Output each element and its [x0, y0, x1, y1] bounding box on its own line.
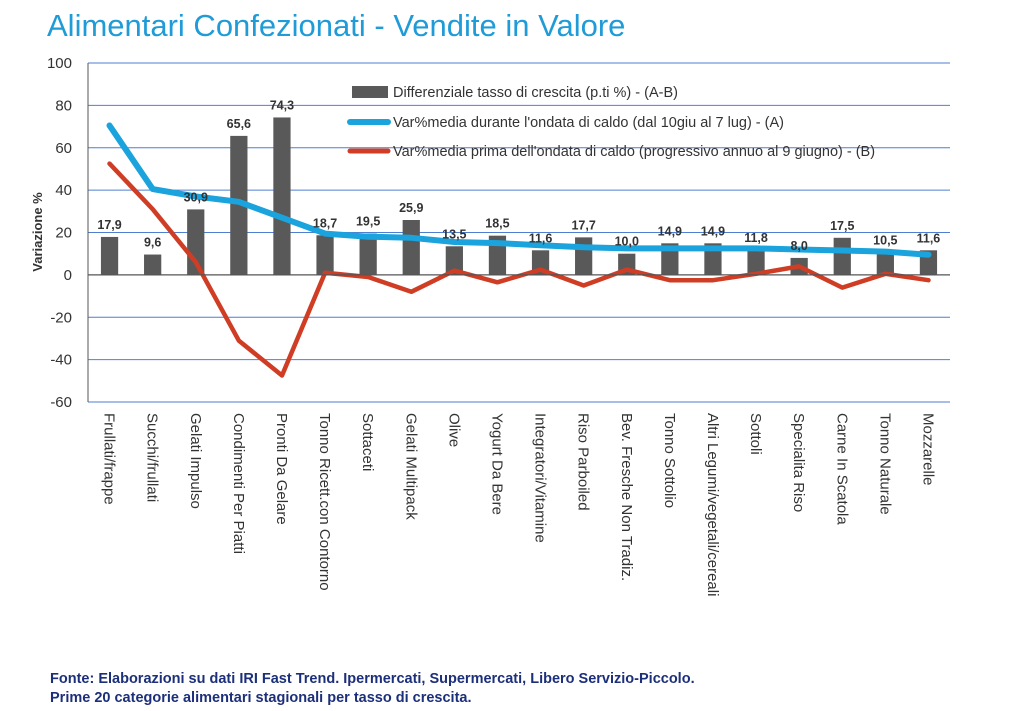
bar-value-label: 18,7 — [313, 216, 337, 230]
x-tick-label: Mozzarelle — [919, 413, 936, 486]
legend-entry-label: Var%media prima dell'ondata di caldo (pr… — [393, 144, 875, 160]
bar — [316, 235, 334, 275]
bar — [575, 237, 593, 275]
y-tick-label: 100 — [47, 55, 72, 72]
bar-value-label: 11,6 — [917, 231, 941, 245]
bar-value-label: 17,7 — [571, 218, 595, 232]
bar — [230, 135, 248, 275]
bar-value-label: 65,6 — [227, 117, 251, 131]
x-tick-label: Tonno Sottolio — [661, 413, 678, 508]
footer-note: Fonte: Elaborazioni su dati IRI Fast Tre… — [50, 670, 695, 708]
x-tick-label: Sottoli — [747, 413, 764, 455]
series-line-before-heatwave — [107, 161, 931, 378]
y-tick-label: 60 — [55, 140, 72, 157]
x-tick-label: Specialita Riso — [790, 413, 807, 512]
y-tick-label: -40 — [50, 352, 72, 369]
x-tick-label: Succhi/frullati — [144, 413, 161, 502]
bar-value-label: 11,8 — [744, 231, 768, 245]
bar-value-label: 74,3 — [270, 98, 294, 112]
bar — [833, 237, 851, 275]
x-tick-label: Integratori/Vitamine — [532, 413, 549, 543]
bar-value-label: 19,5 — [356, 215, 380, 229]
bar-value-label: 10,5 — [873, 234, 897, 248]
legend: Differenziale tasso di crescita (p.ti %)… — [347, 85, 875, 160]
bar-value-label: 9,6 — [144, 236, 161, 250]
footer-line-source: Fonte: Elaborazioni su dati IRI Fast Tre… — [50, 671, 695, 687]
bar-value-label: 17,5 — [830, 219, 854, 233]
bar — [144, 254, 162, 275]
legend-entry-label: Var%media durante l'ondata di caldo (dal… — [393, 115, 784, 131]
bar-value-label: 30,9 — [184, 190, 208, 204]
bar-value-label: 14,9 — [701, 224, 725, 238]
y-tick-label: 80 — [55, 97, 72, 114]
y-tick-label: -20 — [50, 309, 72, 326]
x-tick-label: Tonno Ricett.con Contorno — [316, 413, 333, 591]
y-tick-label: -60 — [50, 394, 72, 411]
x-tick-label: Tonno Naturale — [876, 413, 893, 515]
x-tick-label: Gelati Multipack — [402, 413, 419, 520]
bar-value-label: 14,9 — [658, 224, 682, 238]
x-tick-label: Pronti Da Gelare — [273, 413, 290, 525]
bar-value-label: 11,6 — [529, 231, 553, 245]
bar — [402, 219, 420, 275]
bar — [876, 252, 894, 275]
x-tick-label: Bev. Fresche Non Tradiz. — [618, 413, 635, 581]
footer-line-description: Prime 20 categorie alimentari stagionali… — [50, 690, 472, 706]
y-tick-label: 0 — [64, 267, 72, 284]
y-tick-label: 40 — [55, 182, 72, 199]
series-line-during-heatwave — [106, 122, 932, 258]
bar — [273, 117, 291, 275]
bar — [359, 233, 377, 275]
y-tick-label: 20 — [55, 225, 72, 242]
x-tick-label: Gelati Impulso — [187, 413, 204, 509]
bar-value-label: 8,0 — [790, 239, 807, 253]
legend-entry-label: Differenziale tasso di crescita (p.ti %)… — [393, 85, 678, 101]
bar-value-label: 13,5 — [442, 227, 466, 241]
x-tick-label: Olive — [445, 413, 462, 447]
x-tick-label: Yogurt Da Bere — [488, 413, 505, 515]
bar — [747, 249, 765, 275]
bar-value-label: 10,0 — [615, 235, 639, 249]
x-tick-label: Altri Legumi/vegetali/cereali — [704, 413, 721, 596]
x-tick-label: Riso Parboiled — [575, 413, 592, 511]
lines — [106, 122, 932, 378]
bar-value-label: 18,5 — [485, 217, 509, 231]
bar — [100, 236, 119, 275]
legend-swatch-bar — [352, 86, 388, 98]
x-tick-label: Condimenti Per Piatti — [230, 413, 247, 554]
bar-value-label: 17,9 — [97, 218, 121, 232]
chart-title: Alimentari Confezionati - Vendite in Val… — [47, 8, 626, 43]
bar-value-label: 25,9 — [399, 201, 423, 215]
axes: 100 80 60 40 20 0 -20 -40 -60 Frullati/frappe Succ… — [47, 55, 950, 596]
gridlines — [88, 62, 950, 403]
x-tick-label: Frullati/frappe — [101, 413, 118, 505]
x-tick-label: Carne In Scatola — [833, 413, 850, 525]
y-axis-label: Variazione % — [30, 192, 45, 272]
data-labels: 17,9 9,6 30,9 65,6 74,3 18,7 19,5 25,9 13,5 18,5 1… — [97, 98, 940, 252]
x-tick-label: Sottaceti — [359, 413, 376, 471]
bar — [445, 246, 463, 275]
